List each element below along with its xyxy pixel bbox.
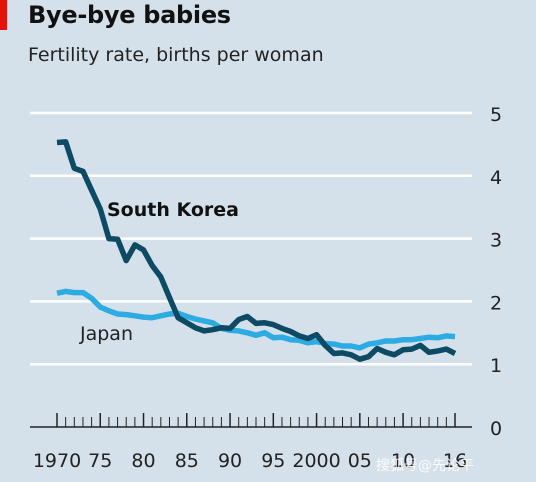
series-label-japan: Japan [79, 323, 133, 345]
chart-title: Bye-bye babies [28, 1, 231, 29]
x-tick-label-2010: 10 [391, 450, 415, 472]
x-tick-label-1970: 1970 [33, 450, 81, 472]
x-tick-label-2016: 16 [443, 450, 467, 472]
x-tick-label-1975: 75 [88, 450, 112, 472]
watermark-text: 搜狐号@先论平 [376, 458, 474, 474]
chart-subtitle: Fertility rate, births per woman [28, 44, 324, 66]
brand-tag [0, 0, 7, 30]
x-tick-label-2005: 05 [348, 450, 372, 472]
y-tick-label-5: 5 [490, 104, 502, 126]
series-line-south-korea [56, 139, 457, 362]
y-tick-label-1: 1 [490, 355, 502, 377]
y-tick-label-2: 2 [490, 292, 502, 314]
x-tick-label-1995: 95 [261, 450, 285, 472]
x-tick-label-1990: 90 [218, 450, 242, 472]
x-tick-label-1980: 80 [131, 450, 155, 472]
x-tick-label-1985: 85 [175, 450, 199, 472]
y-tick-label-0: 0 [490, 418, 502, 440]
watermark [366, 450, 534, 478]
y-tick-label-3: 3 [490, 230, 502, 252]
x-tick-label-2000: 2000 [292, 450, 340, 472]
series-line-japan [56, 288, 456, 351]
y-tick-label-4: 4 [490, 167, 502, 189]
series-label-south-korea: South Korea [107, 199, 239, 221]
